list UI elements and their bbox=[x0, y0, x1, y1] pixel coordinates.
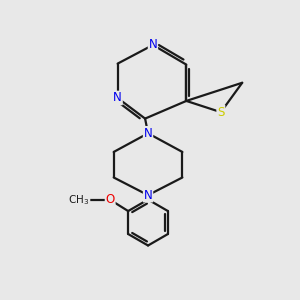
Text: O: O bbox=[106, 193, 115, 206]
Text: S: S bbox=[217, 106, 224, 118]
Text: CH$_3$: CH$_3$ bbox=[68, 193, 90, 207]
Text: N: N bbox=[144, 189, 152, 202]
Text: N: N bbox=[144, 127, 152, 140]
Text: N: N bbox=[113, 92, 122, 104]
Text: N: N bbox=[148, 38, 157, 52]
